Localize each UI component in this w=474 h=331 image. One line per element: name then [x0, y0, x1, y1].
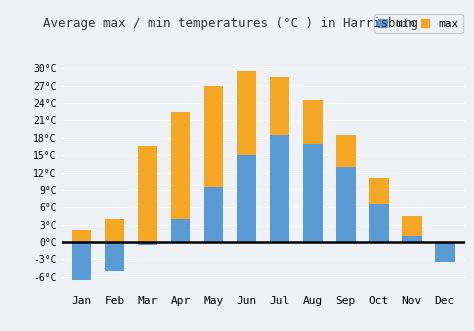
Bar	[171, 219, 191, 242]
Bar	[303, 100, 322, 242]
Bar	[171, 112, 191, 242]
Bar	[435, 242, 455, 262]
Bar	[303, 144, 322, 242]
Bar	[105, 242, 124, 271]
Bar	[270, 135, 290, 242]
Bar	[72, 242, 91, 280]
Bar	[369, 205, 389, 242]
Bar	[137, 147, 157, 242]
Bar	[204, 187, 223, 242]
Bar	[237, 71, 256, 242]
Bar	[105, 219, 124, 242]
Bar	[137, 242, 157, 245]
Text: Average max / min temperatures (°C ) in Harrisburg: Average max / min temperatures (°C ) in …	[43, 17, 418, 29]
Legend: min, max: min, max	[374, 14, 463, 33]
Bar	[237, 155, 256, 242]
Bar	[402, 236, 421, 242]
Bar	[336, 167, 356, 242]
Bar	[72, 230, 91, 242]
Bar	[369, 178, 389, 242]
Bar	[270, 77, 290, 242]
Bar	[204, 86, 223, 242]
Bar	[336, 135, 356, 242]
Bar	[402, 216, 421, 242]
